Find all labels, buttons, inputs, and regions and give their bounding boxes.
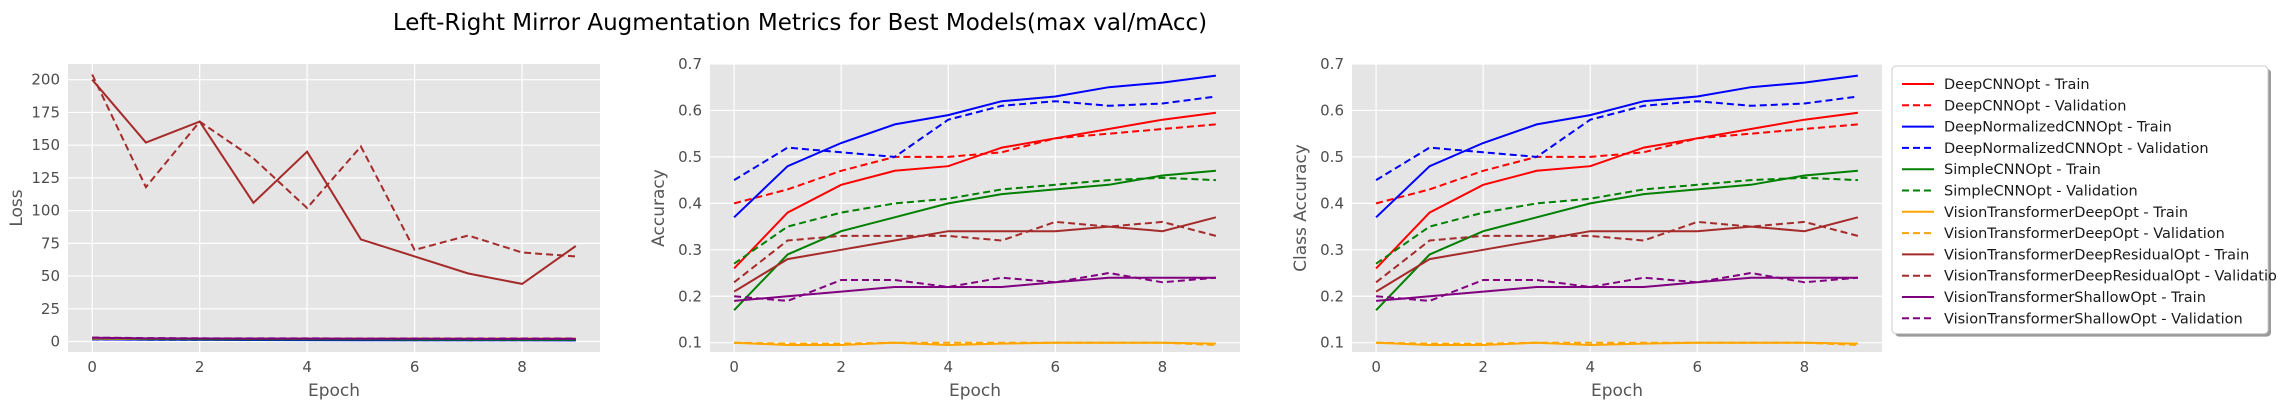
legend-entry: DeepCNNOpt - Train xyxy=(1944,77,2090,93)
x-tick-label: 6 xyxy=(1693,358,1703,376)
series-line-1 xyxy=(733,111,1217,270)
series-line-9 xyxy=(91,79,577,285)
y-tick-label: 50 xyxy=(41,267,60,285)
y-tick-label: 0.6 xyxy=(1320,101,1344,119)
legend-entry: VisionTransformerDeepOpt - Validation xyxy=(1944,226,2225,242)
x-tick-label: 6 xyxy=(1051,358,1061,376)
series-line-12 xyxy=(92,336,576,340)
x-tick-label: 0 xyxy=(729,358,739,376)
x-tick-label: 0 xyxy=(1371,358,1381,376)
x-tick-label: 2 xyxy=(1478,358,1488,376)
figure-title: Left-Right Mirror Augmentation Metrics f… xyxy=(393,10,1207,36)
y-axis-label: Accuracy xyxy=(649,169,669,247)
y-tick-label: 125 xyxy=(31,169,60,187)
y-tick-label: 100 xyxy=(31,202,60,220)
series-line-12 xyxy=(1376,271,1858,302)
legend-entry: VisionTransformerDeepResidualOpt - Valid… xyxy=(1944,269,2278,285)
series-line-9 xyxy=(733,216,1217,293)
x-axis-label: Epoch xyxy=(949,381,1001,401)
series-line-4 xyxy=(733,95,1217,181)
x-tick-label: 2 xyxy=(836,358,846,376)
y-tick-label: 0.5 xyxy=(678,148,702,166)
y-axis-label: Class Accuracy xyxy=(1291,144,1311,272)
series-line-1 xyxy=(1375,111,1859,270)
legend-entry: VisionTransformerShallowOpt - Train xyxy=(1944,290,2206,306)
y-tick-label: 200 xyxy=(31,71,60,89)
y-tick-label: 75 xyxy=(41,234,60,252)
series-line-2 xyxy=(733,123,1216,205)
legend-entry: SimpleCNNOpt - Train xyxy=(1944,162,2101,178)
x-tick-label: 8 xyxy=(517,358,527,376)
legend-entry: DeepNormalizedCNNOpt - Train xyxy=(1944,120,2172,136)
x-tick-label: 2 xyxy=(195,358,205,376)
series-line-9 xyxy=(1375,216,1859,293)
y-tick-label: 0.7 xyxy=(1320,55,1344,73)
series-line-10 xyxy=(1375,220,1859,284)
y-tick-label: 0.1 xyxy=(1320,334,1344,352)
y-tick-label: 175 xyxy=(31,103,60,121)
y-axis-label: Loss xyxy=(7,189,27,226)
y-tick-label: 25 xyxy=(41,300,60,318)
x-axis-label: Epoch xyxy=(308,381,360,401)
series-line-10 xyxy=(91,74,576,258)
x-tick-label: 0 xyxy=(87,358,97,376)
y-tick-label: 0.2 xyxy=(1320,287,1344,305)
subplots: 0 2 4 6 8 0 25 50 75 100 125 150 175 200 Epoch Loss 0 2 4 6… xyxy=(7,55,1882,401)
legend-entry: DeepCNNOpt - Validation xyxy=(1944,98,2126,114)
y-tick-label: 0.3 xyxy=(678,241,702,259)
series-line-4 xyxy=(1375,95,1859,181)
x-tick-label: 6 xyxy=(410,358,420,376)
x-axis-label: Epoch xyxy=(1591,381,1643,401)
x-tick-label: 4 xyxy=(302,358,312,376)
legend-entry: SimpleCNNOpt - Validation xyxy=(1944,184,2138,200)
series-line-10 xyxy=(733,220,1217,284)
series-line-3 xyxy=(733,74,1217,219)
legend-entry: VisionTransformerDeepResidualOpt - Train xyxy=(1944,247,2249,263)
subplot-3: 0 2 4 6 8 0.1 0.2 0.3 0.4 0.5 0.6 0.7 Epoch Class Acc… xyxy=(1291,55,1882,401)
subplot-2: 0 2 4 6 8 0.1 0.2 0.3 0.4 0.5 0.6 0.7 Epoch Accuracy xyxy=(649,55,1240,401)
y-tick-label: 0.6 xyxy=(678,101,702,119)
x-tick-label: 4 xyxy=(1585,358,1595,376)
series-line-8 xyxy=(734,341,1216,346)
y-tick-label: 0.4 xyxy=(1320,194,1344,212)
series-line-5 xyxy=(1375,169,1858,311)
y-tick-label: 0.2 xyxy=(678,287,702,305)
y-tick-label: 0.4 xyxy=(678,194,702,212)
legend: DeepCNNOpt - Train DeepCNNOpt - Validatio… xyxy=(1891,65,2278,337)
x-tick-label: 8 xyxy=(1800,358,1810,376)
series-line-6 xyxy=(733,176,1216,265)
x-tick-label: 8 xyxy=(1158,358,1168,376)
legend-entry: VisionTransformerShallowOpt - Validation xyxy=(1944,311,2243,327)
series-line-5 xyxy=(733,169,1216,311)
series-line-3 xyxy=(1375,74,1859,219)
series-line-6 xyxy=(1375,176,1858,265)
series-line-8 xyxy=(1376,341,1858,346)
y-tick-label: 0.7 xyxy=(678,55,702,73)
y-tick-label: 150 xyxy=(31,136,60,154)
series-line-2 xyxy=(1375,123,1858,205)
legend-entry: DeepNormalizedCNNOpt - Validation xyxy=(1944,141,2209,157)
legend-box xyxy=(1891,65,2269,335)
y-tick-label: 0.3 xyxy=(1320,241,1344,259)
legend-entry: VisionTransformerDeepOpt - Train xyxy=(1944,205,2188,221)
series-line-12 xyxy=(734,271,1216,302)
y-tick-label: 0 xyxy=(50,333,60,351)
x-tick-label: 4 xyxy=(943,358,953,376)
y-tick-label: 0.5 xyxy=(1320,148,1344,166)
subplot-1: 0 2 4 6 8 0 25 50 75 100 125 150 175 200 Epoch Loss xyxy=(7,64,600,401)
y-tick-label: 0.1 xyxy=(678,334,702,352)
